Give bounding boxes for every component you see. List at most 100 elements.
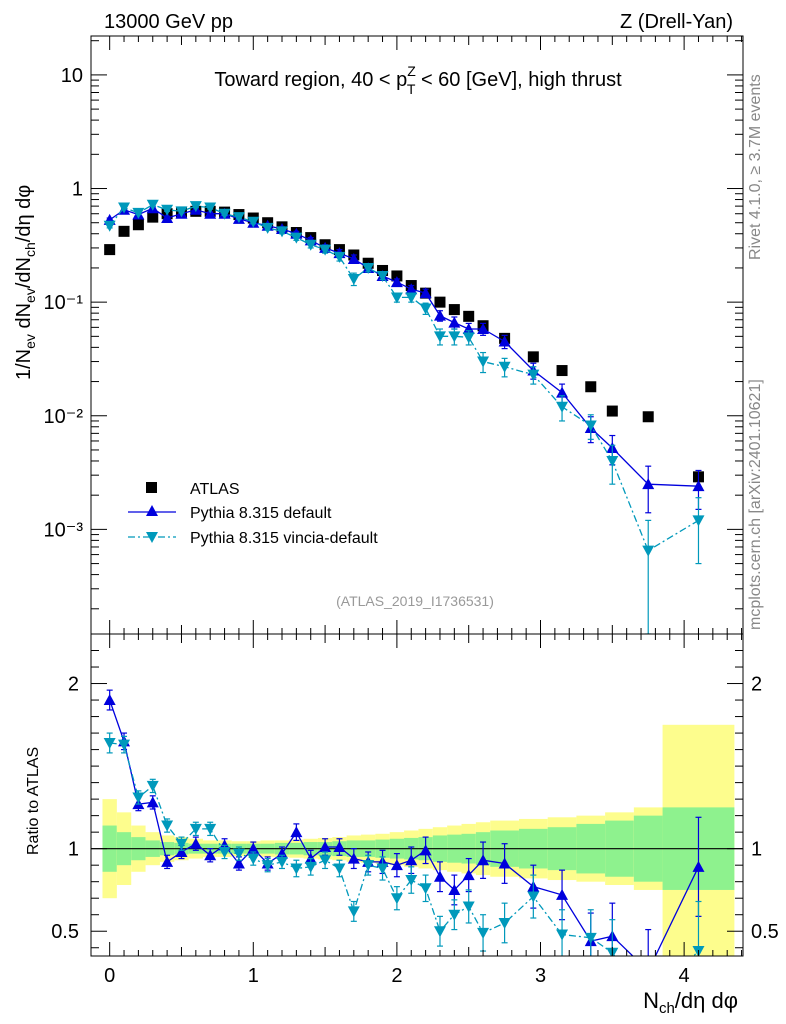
data-point xyxy=(498,857,511,869)
data-point xyxy=(319,855,332,867)
data-point xyxy=(261,860,274,872)
main-title: Toward region, 40 < pZ T < 60 [GeV], high… xyxy=(214,63,622,97)
data-point xyxy=(376,863,389,875)
data-point xyxy=(175,838,188,850)
data-point xyxy=(362,262,375,274)
data-point xyxy=(462,332,475,344)
data-point xyxy=(477,927,490,939)
data-point xyxy=(556,929,569,941)
data-point xyxy=(405,854,418,866)
series-line xyxy=(109,203,699,552)
data-point xyxy=(477,356,490,368)
data-point xyxy=(390,292,403,304)
data-point xyxy=(462,901,475,913)
data-point xyxy=(146,796,159,808)
y-tick-label: 1 xyxy=(68,839,79,861)
data-point xyxy=(606,405,618,417)
data-point xyxy=(390,893,403,905)
data-point xyxy=(333,863,346,875)
data-point xyxy=(462,869,475,881)
data-point xyxy=(161,820,174,832)
x-tick-label: 4 xyxy=(679,965,690,987)
header-right: Z (Drell-Yan) xyxy=(620,11,733,33)
data-point xyxy=(104,244,116,256)
main-ylabel: 1/Nev dNev/dNch/dη dφ xyxy=(13,185,38,380)
data-point xyxy=(161,212,174,224)
data-point xyxy=(433,331,446,343)
data-point xyxy=(585,381,597,393)
data-point xyxy=(448,304,460,316)
header-left: 13000 GeV pp xyxy=(104,11,233,33)
data-point xyxy=(419,883,432,895)
data-point xyxy=(405,292,418,304)
series-line xyxy=(109,699,700,956)
data-point xyxy=(642,478,655,490)
data-point xyxy=(132,792,145,804)
x-tick-label: 2 xyxy=(391,965,402,987)
data-point xyxy=(463,310,475,322)
data-point xyxy=(498,917,511,929)
data-point xyxy=(247,842,260,854)
data-point xyxy=(405,283,418,295)
data-point xyxy=(304,239,317,251)
data-point xyxy=(584,932,597,944)
data-point xyxy=(390,276,403,288)
data-point xyxy=(448,316,461,328)
x-tick-label: 1 xyxy=(248,965,259,987)
series-pythia-8-315-default xyxy=(103,689,705,956)
series-pythia-8-315-default xyxy=(103,202,705,514)
data-point xyxy=(362,860,375,872)
y-tick-label: 2 xyxy=(68,674,79,696)
data-point xyxy=(477,854,490,866)
data-point xyxy=(556,888,569,900)
data-point xyxy=(189,201,202,213)
data-point xyxy=(347,906,360,918)
main-panel: 10⁻³ 10⁻² 10⁻¹ 1 10 Toward region, 40 < pZ T … xyxy=(13,35,744,635)
data-point xyxy=(405,875,418,887)
legend-label-default: Pythia 8.315 default xyxy=(190,505,332,522)
data-point xyxy=(419,287,432,299)
legend-label-vincia: Pythia 8.315 vincia-default xyxy=(190,530,378,547)
y-tick-label: 10⁻² xyxy=(44,406,84,428)
data-point xyxy=(448,883,461,895)
y-tick-label-right: 0.5 xyxy=(751,921,779,943)
data-point xyxy=(276,856,289,868)
data-point xyxy=(391,270,403,282)
data-point xyxy=(527,891,540,903)
data-point xyxy=(319,841,332,853)
data-point xyxy=(161,204,174,216)
data-point xyxy=(419,303,432,315)
data-point xyxy=(232,848,245,860)
ratio-ylabel: Ratio to ATLAS xyxy=(25,747,42,855)
data-point xyxy=(333,841,346,853)
rivet-label: Rivet 4.1.0, ≥ 3.7M events xyxy=(747,74,764,260)
data-point xyxy=(103,694,116,706)
y-tick-label: 1 xyxy=(72,179,83,201)
ratio-panel: 0 1 2 3 4 0.5 0.5 1 1 2 2 Ratio to ATLAS Nch/dη dφ xyxy=(25,633,779,1017)
data-point xyxy=(218,208,231,220)
y-tick-label: 10⁻³ xyxy=(44,519,84,541)
data-point xyxy=(433,870,446,882)
data-point xyxy=(146,199,159,211)
data-point xyxy=(376,270,389,282)
data-point xyxy=(132,207,145,219)
data-point xyxy=(247,853,260,865)
data-point xyxy=(132,219,144,231)
series-line xyxy=(109,207,699,487)
data-point xyxy=(433,926,446,938)
data-point xyxy=(347,252,360,264)
legend: ATLAS Pythia 8.315 default Pythia 8.315 … xyxy=(128,481,378,547)
legend-marker-vincia xyxy=(146,532,158,543)
data-point xyxy=(606,455,619,467)
data-point xyxy=(692,480,705,492)
data-point xyxy=(477,323,490,335)
legend-marker-atlas xyxy=(146,482,157,493)
data-point xyxy=(290,232,303,244)
data-point xyxy=(189,823,202,835)
data-point xyxy=(556,386,569,398)
data-point xyxy=(347,273,360,285)
data-point xyxy=(218,846,231,858)
data-point xyxy=(261,222,274,234)
data-point xyxy=(118,202,131,214)
data-point xyxy=(276,226,289,238)
